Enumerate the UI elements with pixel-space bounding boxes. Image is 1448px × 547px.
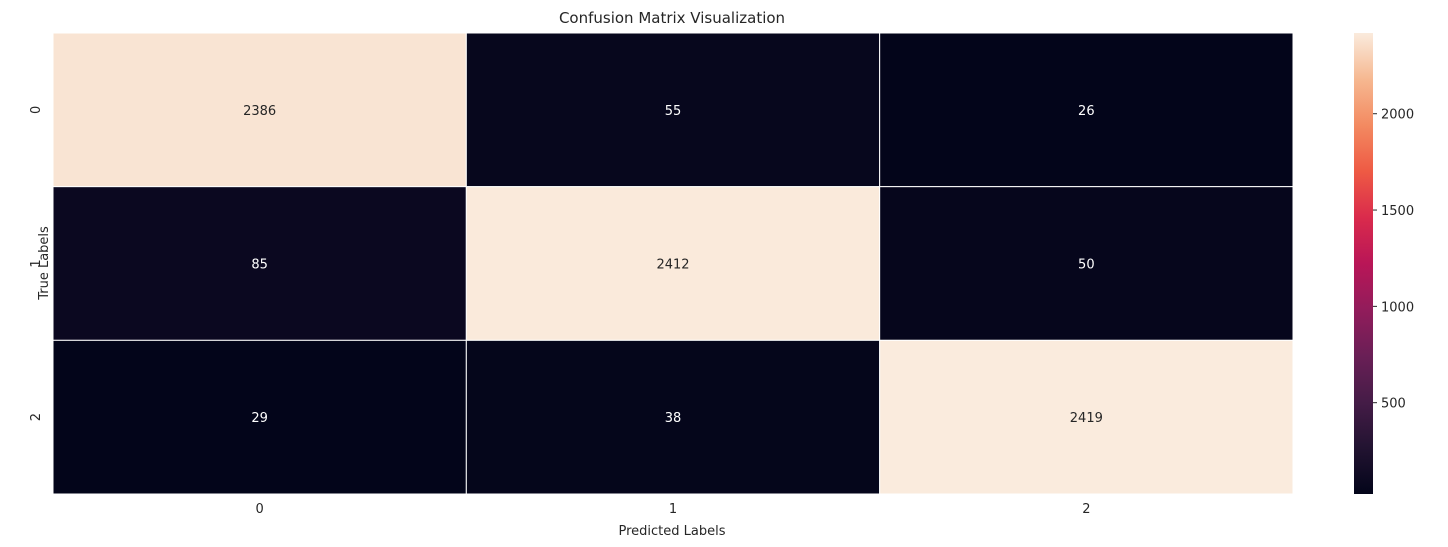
colorbar-tick-label-1000: 1000 <box>1381 300 1414 315</box>
colorbar-tick-label-500: 500 <box>1381 397 1406 412</box>
x-axis-ticks: 0 1 2 <box>256 502 1091 517</box>
colorbar-tick-label-2000: 2000 <box>1381 108 1414 123</box>
chart-title: Confusion Matrix Visualization <box>559 9 785 27</box>
cell-value-2-2: 2419 <box>1070 411 1103 426</box>
heatmap-cell-0-0 <box>52 32 467 188</box>
cell-value-2-1: 38 <box>665 411 682 426</box>
cell-value-0-0: 2386 <box>243 104 276 119</box>
heatmap-cell-1-0 <box>52 186 467 341</box>
heatmap-cell-0-2 <box>879 32 1294 188</box>
colorbar-tick-label-1500: 1500 <box>1381 204 1414 219</box>
x-tick-label-0: 0 <box>256 502 264 517</box>
cell-value-0-2: 26 <box>1078 104 1095 119</box>
heatmap-cell-2-0 <box>52 339 467 495</box>
colorbar-gradient <box>1354 33 1373 494</box>
x-tick-label-1: 1 <box>669 502 677 517</box>
heatmap-cell-1-2 <box>879 186 1294 341</box>
heatmap-cell-2-2 <box>879 339 1294 495</box>
y-tick-label-1: 1 <box>29 259 44 267</box>
y-axis-ticks: 0 1 2 <box>29 106 44 422</box>
cell-value-1-2: 50 <box>1078 258 1095 273</box>
cell-value-1-0: 85 <box>251 258 268 273</box>
y-tick-label-2: 2 <box>29 413 44 421</box>
y-tick-label-0: 0 <box>29 106 44 114</box>
cell-value-2-0: 29 <box>251 411 268 426</box>
y-axis-label: True Labels <box>37 226 52 301</box>
x-tick-label-2: 2 <box>1082 502 1090 517</box>
heatmap-cell-0-1 <box>465 32 881 188</box>
cell-value-1-1: 2412 <box>656 258 689 273</box>
heatmap-cell-1-1 <box>465 186 881 341</box>
heatmap-cells <box>52 32 1294 495</box>
x-axis-label: Predicted Labels <box>618 524 725 539</box>
heatmap-cell-2-1 <box>465 339 881 495</box>
colorbar-ticks: 500 1000 1500 2000 <box>1373 108 1414 412</box>
colorbar: 500 1000 1500 2000 <box>1354 33 1414 494</box>
cell-value-0-1: 55 <box>665 104 682 119</box>
cell-annotations: 2386 55 26 85 2412 50 29 38 2419 <box>243 104 1103 426</box>
